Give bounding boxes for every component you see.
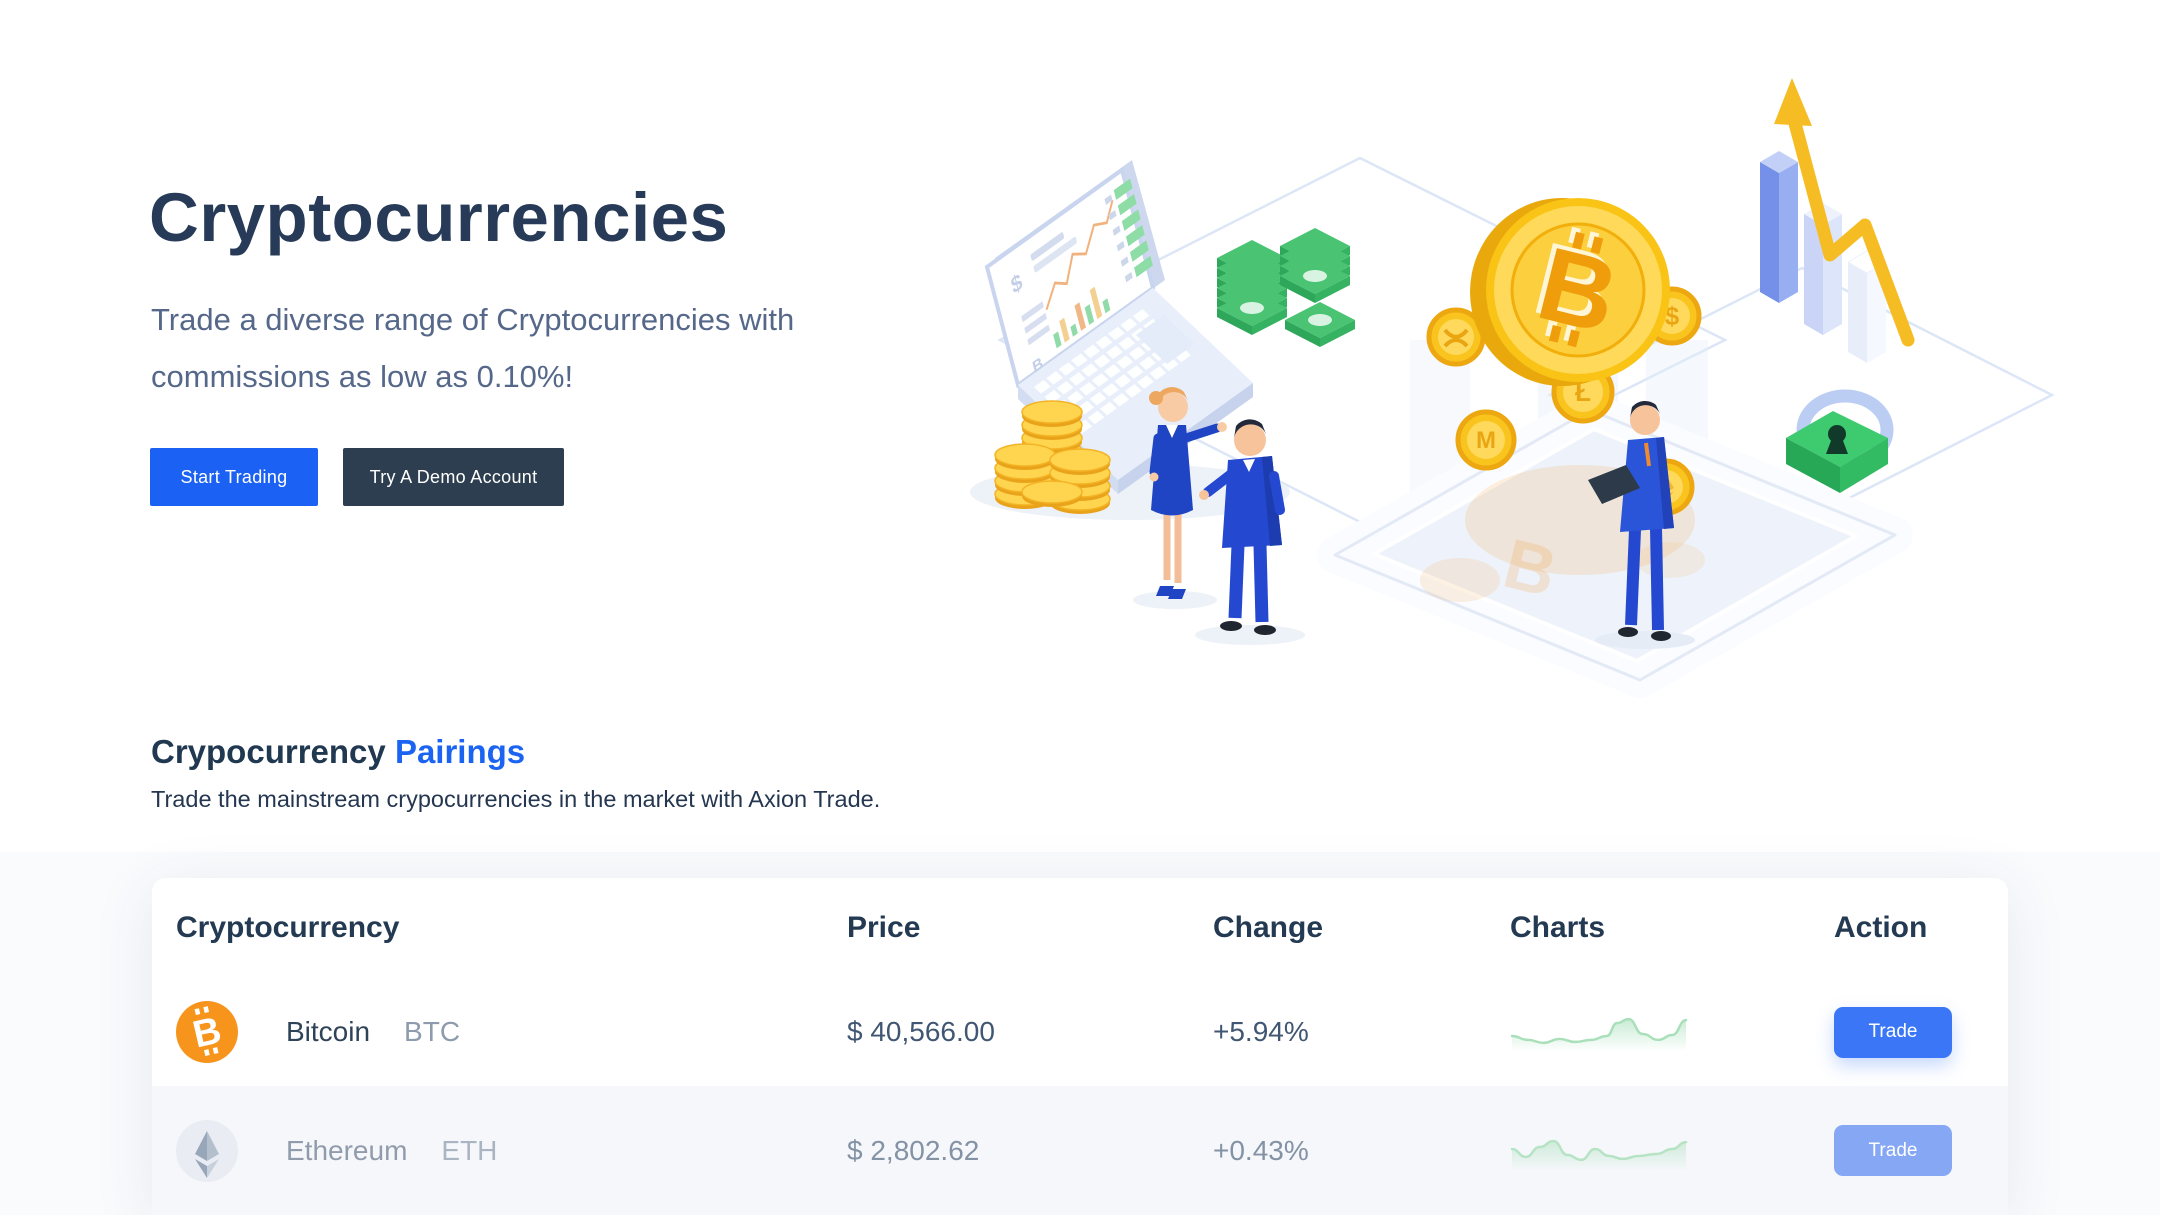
svg-text:Ł: Ł [1575, 377, 1591, 407]
ethereum-name-cell: Ethereum ETH [176, 1119, 847, 1182]
header-charts: Charts [1510, 911, 1606, 944]
coin-name: Bitcoin [286, 1016, 371, 1047]
coin-name: Ethereum [286, 1134, 408, 1166]
padlock-icon [1786, 389, 1894, 493]
hero-subtitle-line2: commissions as low as 0.10%! [151, 359, 574, 394]
growth-arrow [1774, 78, 1915, 347]
hero-illustration: B $ [970, 78, 2055, 698]
header-action: Action [1834, 911, 1928, 944]
ripple-coin-icon [1426, 307, 1486, 367]
gold-coin-stacks [994, 400, 1111, 514]
coin-chart-cell [1510, 1129, 1834, 1173]
demo-account-button[interactable]: Try A Demo Account [343, 448, 564, 506]
pairings-title: Crypocurrency Pairings [151, 733, 525, 771]
table-row-bitcoin: B Bitcoin BTC $ 40,566.00 +5.94% [152, 978, 2008, 1086]
coin-action-cell: Trade [1834, 1125, 2008, 1176]
hero-subtitle: Trade a diverse range of Cryptocurrencie… [151, 291, 794, 405]
tablet-man-figure [1588, 400, 1695, 649]
pairings-table: Cryptocurrency Price Change Charts Actio… [152, 878, 2008, 1215]
svg-text:$: $ [1665, 301, 1680, 331]
screen-list-rows [1104, 178, 1153, 283]
man-figure [1195, 419, 1305, 645]
monero-coin-icon: M [1455, 409, 1517, 471]
coin-price: $ 40,566.00 [847, 1016, 995, 1047]
bitcoin-coin: B B [1470, 198, 1670, 386]
start-trading-button[interactable]: Start Trading [150, 448, 318, 506]
money-bundles [1217, 228, 1355, 347]
svg-text:M: M [1476, 427, 1496, 454]
woman-figure [1133, 387, 1227, 609]
smartphone: B [1317, 392, 1913, 698]
coin-symbol: BTC [404, 1016, 461, 1047]
trade-button-bitcoin[interactable]: Trade [1834, 1006, 1952, 1058]
coin-symbol: ETH [441, 1134, 498, 1166]
coin-change: +0.43% [1213, 1134, 1309, 1166]
bitcoin-icon: B [176, 1001, 238, 1063]
page-title: Cryptocurrencies [149, 179, 729, 256]
hero-buttons: Start Trading Try A Demo Account [150, 448, 564, 506]
coin-price: $ 2,802.62 [847, 1134, 980, 1166]
coin-action-cell: Trade [1834, 1006, 2008, 1058]
keyboard-keys [1034, 309, 1191, 434]
ethereum-icon [176, 1119, 238, 1182]
header-cryptocurrency: Cryptocurrency [176, 911, 400, 944]
screen-bar-chart [1053, 286, 1111, 349]
pairings-title-dark: Crypocurrency [151, 733, 386, 770]
header-change: Change [1213, 911, 1324, 944]
bitcoin-sparkline [1510, 1017, 1688, 1052]
hero-subtitle-line1: Trade a diverse range of Cryptocurrencie… [151, 302, 795, 337]
bitcoin-name-cell: B Bitcoin BTC [176, 1001, 847, 1063]
table-header-row: Cryptocurrency Price Change Charts Actio… [152, 878, 2008, 978]
pairings-title-accent: Pairings [394, 733, 526, 770]
table-row-ethereum: Ethereum ETH $ 2,802.62 +0.43% Trade [152, 1086, 2008, 1215]
coin-change: +5.94% [1213, 1016, 1309, 1047]
trade-button-ethereum[interactable]: Trade [1834, 1125, 1952, 1176]
ethereum-sparkline [1510, 1139, 1688, 1171]
pairings-subtitle: Trade the mainstream crypocurrencies in … [151, 786, 881, 812]
growth-bars [1760, 151, 1887, 363]
header-price: Price [847, 911, 921, 944]
coin-chart-cell [1510, 1010, 1834, 1054]
